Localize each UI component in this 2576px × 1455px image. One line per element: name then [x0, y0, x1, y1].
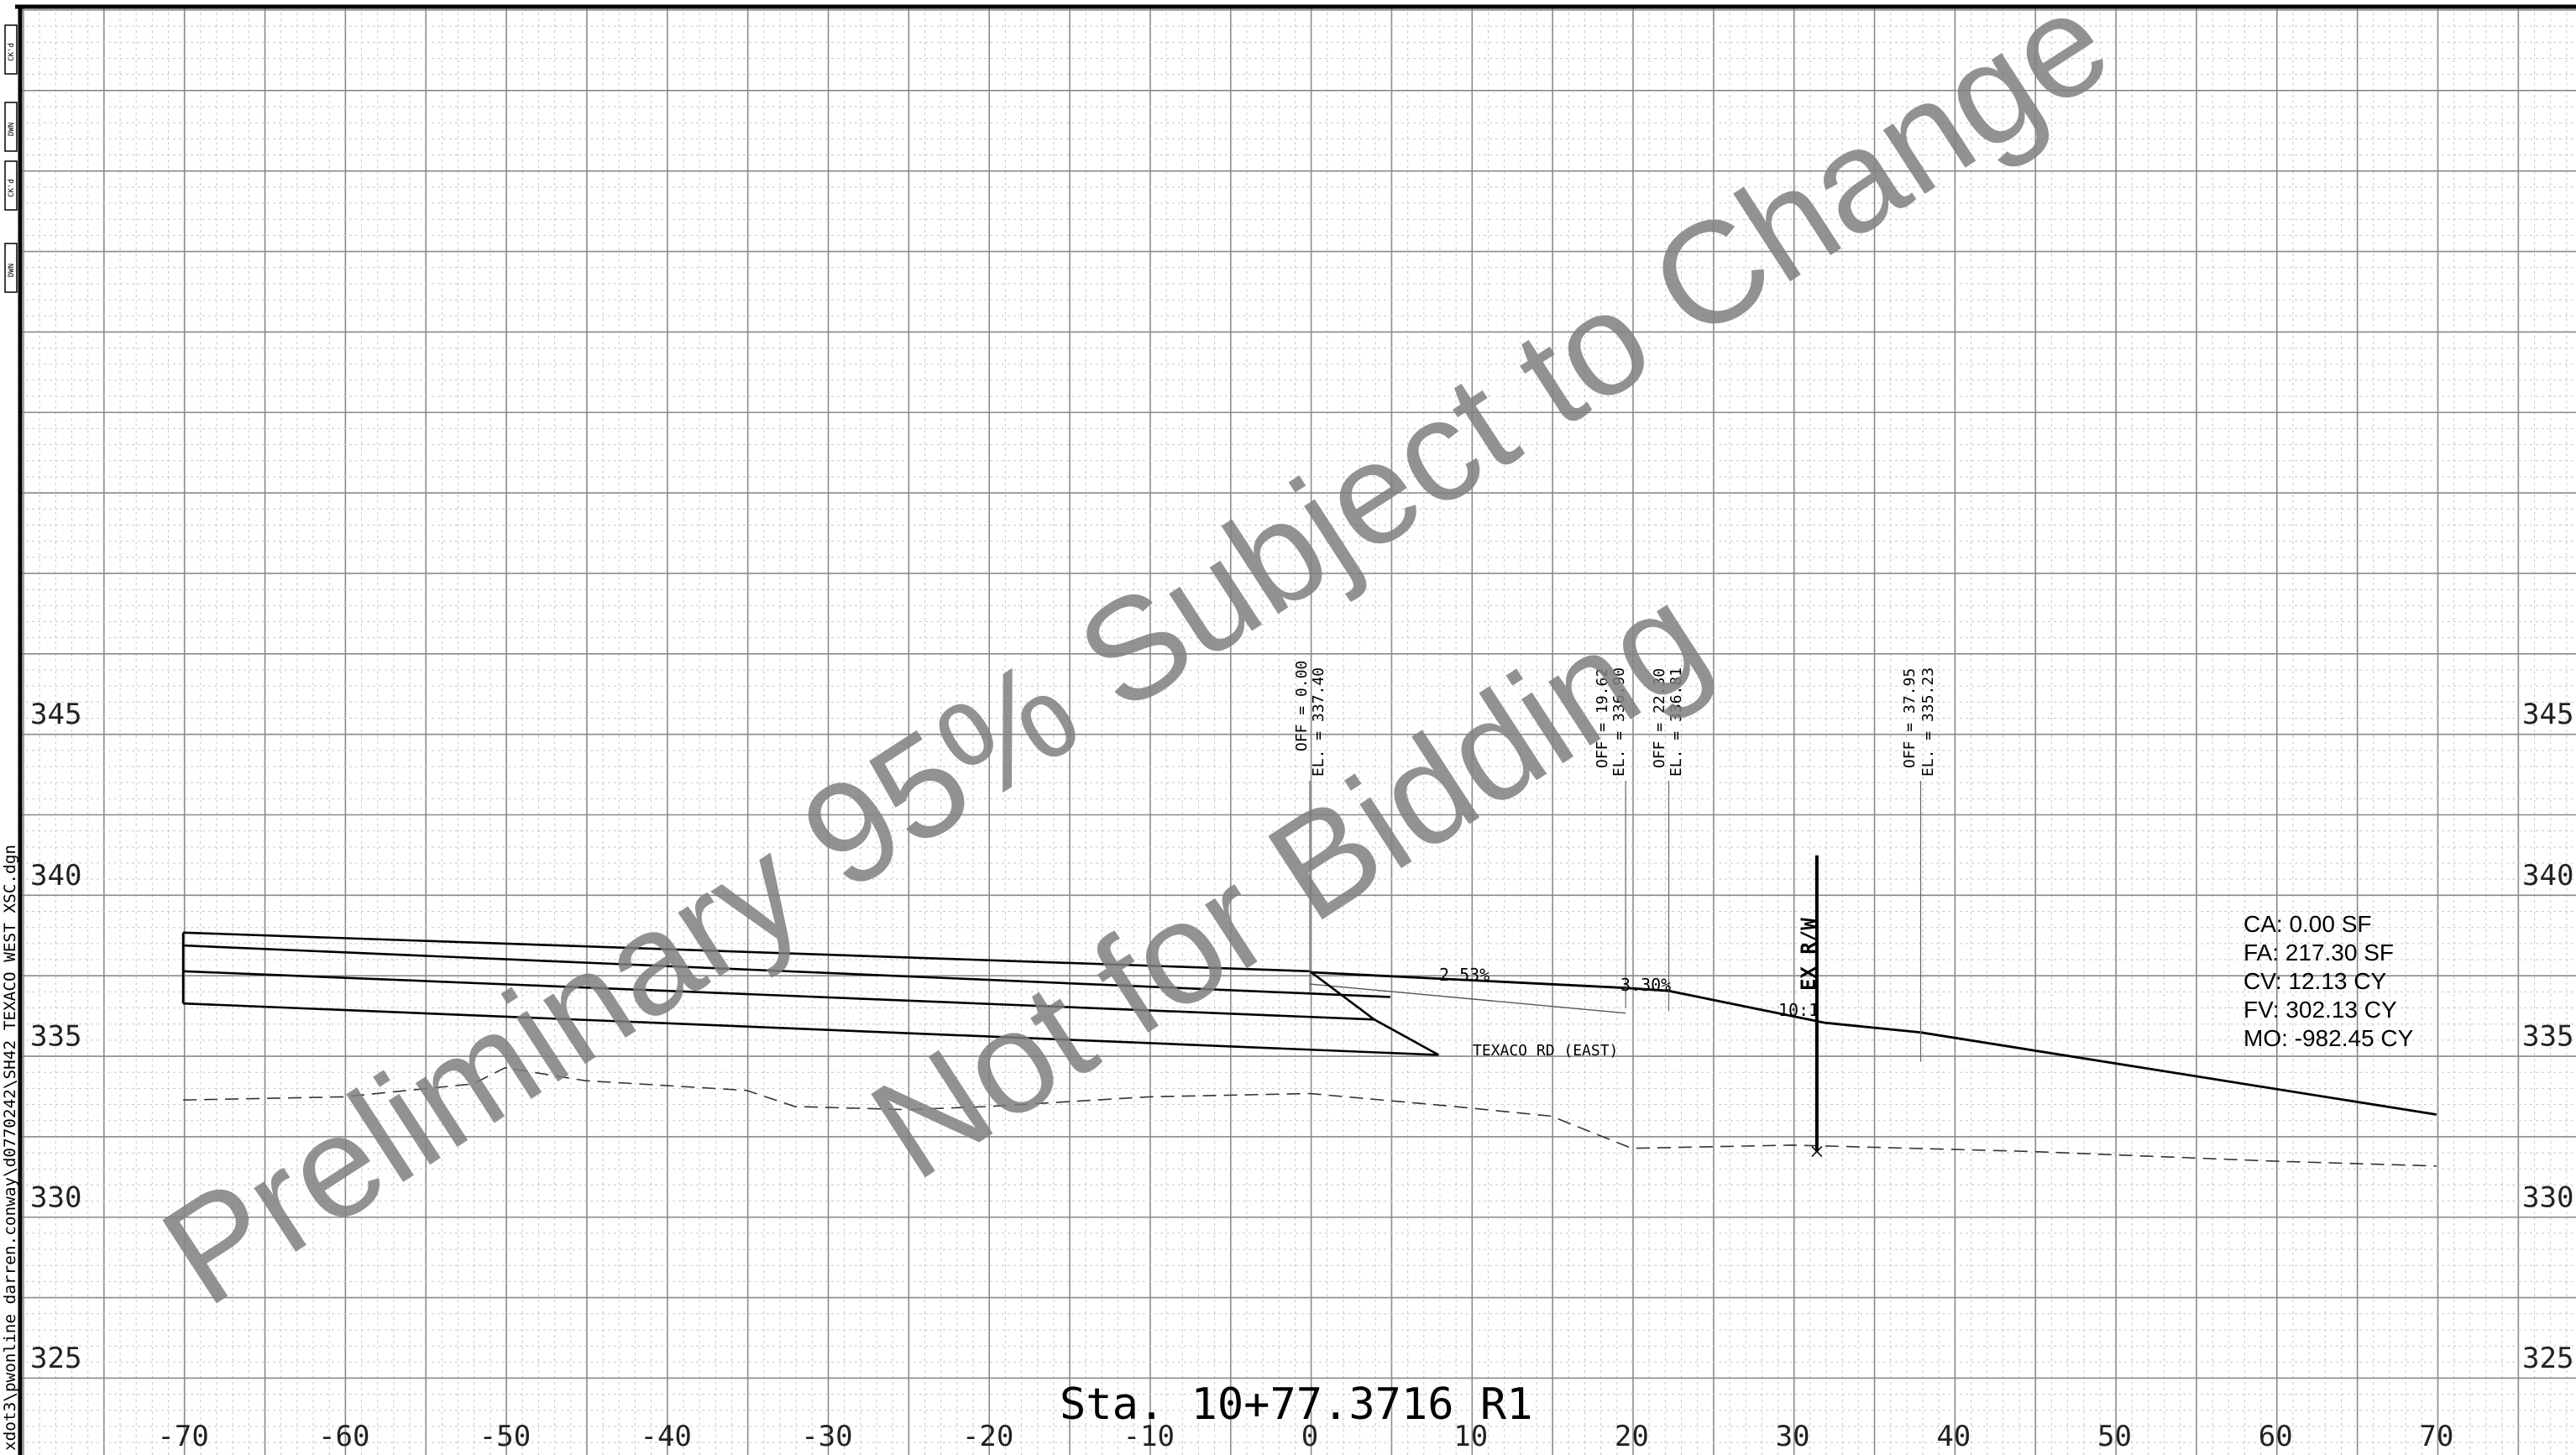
- sidebar-tab-label-4: DWN: [8, 264, 16, 277]
- reference-line: [1309, 983, 1626, 1014]
- sidebar-tab-1: [4, 24, 18, 75]
- y-tick-label-right: 330: [2522, 1180, 2573, 1214]
- y-tick-label-right: 340: [2522, 859, 2573, 892]
- file-path: xdot3\pwonline_darren.conway\d0770242\SH…: [1, 845, 19, 1451]
- y-tick-label-left: 335: [30, 1020, 81, 1054]
- slope-label-2: 3.30%: [1620, 975, 1671, 995]
- y-tick-label-left: 340: [30, 859, 81, 892]
- summary-mass-ordinate: MO: -982.45 CY: [2244, 1025, 2414, 1051]
- x-tick-label: 40: [1936, 1420, 1971, 1453]
- sidebar-tab-label-1: CK'd: [8, 43, 16, 61]
- x-tick-label: 20: [1615, 1420, 1649, 1453]
- sidebar-tab-label-3: CK'd: [8, 179, 16, 197]
- watermark: Preliminary 95% Subject to Change Not fo…: [136, 0, 2136, 1336]
- callout-off-0: OFF = 0.00: [1293, 661, 1311, 751]
- x-tick-label: -40: [640, 1420, 691, 1453]
- x-tick-label: -10: [1123, 1420, 1175, 1453]
- sidebar-tab-label-2: DWN: [8, 123, 16, 136]
- existing-ground-line: [183, 1066, 2437, 1167]
- x-tick-label: -30: [801, 1420, 852, 1453]
- y-tick-label-right: 345: [2522, 698, 2573, 731]
- row-label: EX R/W: [1797, 918, 1820, 991]
- x-tick-label: 60: [2259, 1420, 2293, 1453]
- slope-label-1: 2.53%: [1439, 965, 1490, 985]
- grid: [20, 7, 2576, 1455]
- pavement-line: [183, 944, 1390, 998]
- watermark-line-2: Not for Bidding: [845, 554, 1734, 1210]
- x-tick-label: 0: [1301, 1420, 1318, 1453]
- y-tick-label-right: 325: [2522, 1342, 2573, 1375]
- callout-el-2: EL. = 336.81: [1668, 667, 1685, 777]
- axis-labels: -70 -60 -50 -40 -30 -20 -10 0 10 20 30 40 50 60 70 325 3…: [30, 698, 2573, 1453]
- x-tick-label: 70: [2419, 1420, 2453, 1453]
- callout-off-1: OFF = 19.62: [1594, 668, 1611, 768]
- x-tick-label: 30: [1776, 1420, 1810, 1453]
- pavement-line: [183, 931, 1311, 973]
- y-tick-label-right: 335: [2522, 1020, 2573, 1054]
- pavement-line: [183, 1002, 1439, 1056]
- sidebar-tab-3: [4, 160, 18, 211]
- y-tick-label-left: 345: [30, 698, 81, 731]
- watermark-line-1: Preliminary 95% Subject to Change: [136, 0, 2136, 1336]
- callout-el-3: EL. = 335.23: [1919, 667, 1937, 777]
- callout-el-1: EL. = 336.90: [1610, 667, 1628, 777]
- pavement-line: [183, 970, 1374, 1021]
- proposed-profile: [1309, 971, 2437, 1116]
- y-tick-label-left: 330: [30, 1180, 81, 1214]
- sidebar-tab-4: [4, 243, 18, 293]
- x-tick-label: 50: [2097, 1420, 2132, 1453]
- row-marker: [1811, 1146, 1823, 1158]
- road-label: TEXACO RD (EAST): [1473, 1042, 1618, 1060]
- x-tick-label: -60: [318, 1420, 369, 1453]
- x-tick-label: -50: [479, 1420, 531, 1453]
- x-tick-label: -20: [962, 1420, 1013, 1453]
- sidebar-tab-2: [4, 102, 18, 152]
- earthwork-summary: CA: 0.00 SF FA: 217.30 SF CV: 12.13 CY F…: [2244, 911, 2414, 1051]
- station-label: Sta. 10+77.3716 R1: [1060, 1379, 1533, 1430]
- summary-fill-volume: FV: 302.13 CY: [2244, 997, 2397, 1023]
- x-tick-label: 10: [1453, 1420, 1488, 1453]
- profiles: [181, 781, 2437, 1167]
- y-tick-label-left: 325: [30, 1342, 81, 1375]
- summary-cut-volume: CV: 12.13 CY: [2244, 968, 2386, 994]
- callout-off-2: OFF = 22.30: [1651, 668, 1668, 768]
- sidebar: CK'd DWN CK'd DWN xdot3\pwonline_darren.…: [1, 24, 19, 1451]
- pavement-taper: [1309, 970, 1440, 1056]
- summary-fill-area: FA: 217.30 SF: [2244, 939, 2394, 966]
- summary-cut-area: CA: 0.00 SF: [2244, 911, 2372, 937]
- x-tick-label: -70: [157, 1420, 208, 1453]
- callout-el-0: EL. = 337.40: [1310, 667, 1327, 777]
- offset-callouts: OFF = 0.00 EL. = 337.40 OFF = 19.62 EL. …: [1293, 661, 1937, 777]
- slope-label-3: 10:1: [1778, 1000, 1819, 1020]
- callout-off-3: OFF = 37.95: [1901, 668, 1919, 768]
